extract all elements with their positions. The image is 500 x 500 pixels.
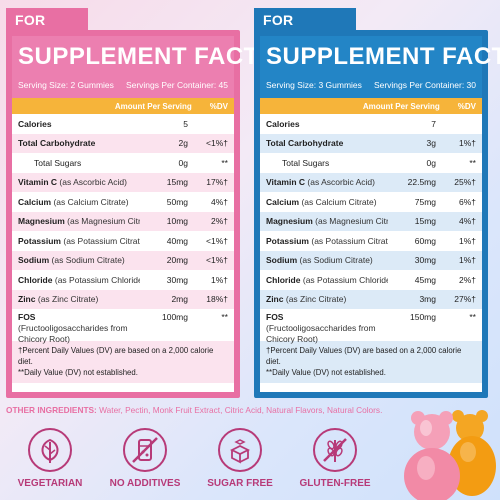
table-row: Vitamin C (as Ascorbic Acid) 22.5mg 25%† bbox=[260, 172, 482, 192]
badge-label: NO ADDITIVES bbox=[109, 478, 181, 489]
table-row: Potassium (as Potassium Citrate) 40mg <1%† bbox=[12, 231, 234, 251]
table-row: Zinc (as Zinc Citrate) 3mg 27%† bbox=[260, 289, 482, 309]
leaf-icon bbox=[28, 428, 72, 472]
table-row: Total Carbohydrate 3g 1%† bbox=[260, 133, 482, 153]
kids-dv-header: %DV bbox=[209, 101, 228, 111]
kids-servings-per-container: Servings Per Container: 45 bbox=[125, 80, 228, 90]
kids-footnote-not-established: **Daily Value (DV) not established. bbox=[18, 368, 138, 377]
badge-no-additives: NO ADDITIVES bbox=[105, 428, 185, 489]
badge-label: VEGETARIAN bbox=[17, 478, 83, 489]
adults-tag: FOR ADULTS bbox=[254, 8, 356, 52]
feature-badges: VEGETARIAN NO ADDITIVES SUGAR FREE bbox=[10, 428, 400, 498]
table-row: Total Sugars 0g ** bbox=[12, 153, 234, 173]
gummy-bears-image bbox=[400, 388, 500, 500]
table-row: Sodium (as Sodium Citrate) 30mg 1%† bbox=[260, 250, 482, 270]
kids-tag: FOR KIDS bbox=[6, 8, 88, 52]
table-row: Calcium (as Calcium Citrate) 75mg 6%† bbox=[260, 192, 482, 212]
badge-gluten-free: GLUTEN-FREE bbox=[295, 428, 375, 489]
pink-gummy-bear bbox=[404, 411, 460, 500]
badge-vegetarian: VEGETARIAN bbox=[10, 428, 90, 489]
other-ingredients-text: Water, Pectin, Monk Fruit Extract, Citri… bbox=[99, 405, 383, 415]
orange-gummy-bear bbox=[448, 410, 496, 496]
adults-facts-header: SUPPLEMENT FACTS Serving Size: 3 Gummies… bbox=[260, 36, 500, 98]
table-row: Total Sugars 0g ** bbox=[260, 153, 482, 173]
table-row: Chloride (as Potassium Chloride) 45mg 2%† bbox=[260, 270, 482, 290]
badge-label: SUGAR FREE bbox=[207, 478, 273, 489]
table-row: Zinc (as Zinc Citrate) 2mg 18%† bbox=[12, 289, 234, 309]
adults-panel: FOR ADULTS SUPPLEMENT FACTS Serving Size… bbox=[254, 8, 500, 398]
adults-facts-title: SUPPLEMENT FACTS bbox=[266, 43, 500, 70]
table-row: Chloride (as Potassium Chloride) 30mg 1%† bbox=[12, 270, 234, 290]
table-row-fos: FOS (Fructooligosaccharides from Chicory … bbox=[260, 309, 482, 344]
table-row: Potassium (as Potassium Citrate) 60mg 1%† bbox=[260, 231, 482, 251]
badge-label: GLUTEN-FREE bbox=[299, 478, 371, 489]
adults-serving-size: Serving Size: 3 Gummies bbox=[266, 80, 362, 90]
kids-amount-header-row: Amount Per Serving %DV bbox=[12, 98, 234, 114]
adults-dv-header: %DV bbox=[457, 101, 476, 111]
other-ingredients-label: OTHER INGREDIENTS: bbox=[6, 405, 97, 415]
table-row: Vitamin C (as Ascorbic Acid) 15mg 17%† bbox=[12, 172, 234, 192]
kids-facts-card: SUPPLEMENT FACTS Serving Size: 2 Gummies… bbox=[6, 30, 276, 398]
table-row: Calcium (as Calcium Citrate) 50mg 4%† bbox=[12, 192, 234, 212]
kids-footnote-dv: †Percent Daily Values (DV) are based on … bbox=[18, 346, 214, 366]
kids-amount-header: Amount Per Serving bbox=[114, 101, 192, 111]
adults-footnote-not-established: **Daily Value (DV) not established. bbox=[266, 368, 386, 377]
kids-nutrient-rows: Calories 5 Total Carbohydrate 2g <1%† Tot… bbox=[12, 114, 234, 344]
kids-footnotes: †Percent Daily Values (DV) are based on … bbox=[12, 341, 234, 383]
adults-footnote-dv: †Percent Daily Values (DV) are based on … bbox=[266, 346, 462, 366]
table-row-fos: FOS (Fructooligosaccharides from Chicory … bbox=[12, 309, 234, 344]
adults-footnotes: †Percent Daily Values (DV) are based on … bbox=[260, 341, 482, 383]
adults-amount-header-row: Amount Per Serving %DV bbox=[260, 98, 482, 114]
kids-facts-title: SUPPLEMENT FACTS bbox=[18, 43, 276, 70]
table-row: Calories 5 bbox=[12, 114, 234, 134]
adults-amount-header: Amount Per Serving bbox=[362, 101, 440, 111]
sugar-cubes-icon bbox=[218, 428, 262, 472]
table-row: Calories 7 bbox=[260, 114, 482, 134]
kids-panel: FOR KIDS SUPPLEMENT FACTS Serving Size: … bbox=[6, 8, 276, 398]
table-row: Total Carbohydrate 2g <1%† bbox=[12, 133, 234, 153]
adults-nutrient-rows: Calories 7 Total Carbohydrate 3g 1%† Tota… bbox=[260, 114, 482, 344]
wheat-crossed-icon bbox=[313, 428, 357, 472]
kids-serving-size: Serving Size: 2 Gummies bbox=[18, 80, 114, 90]
adults-facts-card: SUPPLEMENT FACTS Serving Size: 3 Gummies… bbox=[254, 30, 500, 398]
table-row: Sodium (as Sodium Citrate) 20mg <1%† bbox=[12, 250, 234, 270]
adults-servings-per-container: Servings Per Container: 30 bbox=[373, 80, 476, 90]
other-ingredients: OTHER INGREDIENTS: Water, Pectin, Monk F… bbox=[6, 405, 496, 415]
kids-facts-header: SUPPLEMENT FACTS Serving Size: 2 Gummies… bbox=[12, 36, 276, 98]
no-additives-icon bbox=[123, 428, 167, 472]
badge-sugar-free: SUGAR FREE bbox=[200, 428, 280, 489]
